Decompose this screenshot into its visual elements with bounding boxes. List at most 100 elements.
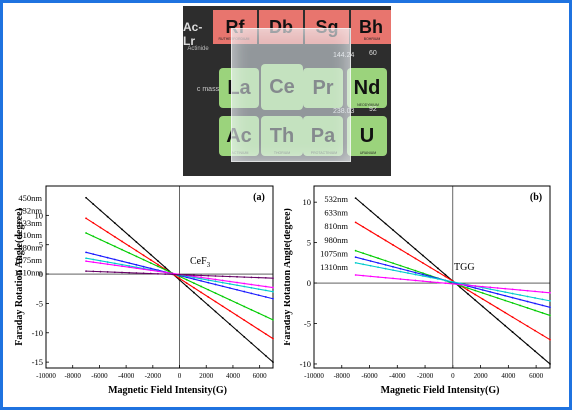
- series-point: [489, 288, 492, 291]
- series-point: [489, 302, 492, 305]
- legend-label: 810nm: [324, 221, 348, 231]
- series-point: [354, 221, 357, 224]
- series-point: [474, 293, 477, 296]
- series-point: [207, 281, 210, 284]
- x-tick-label: -8000: [334, 372, 351, 380]
- series-point: [214, 292, 217, 295]
- series-point: [399, 267, 402, 270]
- series-point: [207, 277, 210, 280]
- series-point: [207, 279, 210, 281]
- series-point: [489, 286, 492, 289]
- series-point: [128, 265, 131, 267]
- series-point: [264, 296, 267, 298]
- series-point: [362, 226, 365, 228]
- series-point: [243, 319, 246, 322]
- series-point: [519, 337, 521, 340]
- element-name-label: NEODYMIUM: [357, 103, 379, 107]
- series-point: [354, 256, 357, 259]
- series-point: [534, 350, 536, 353]
- crystal-photo: RfDbSgBhLaCePrNdAcThPaU60144.2492238.03R…: [183, 6, 391, 176]
- series-point: [541, 356, 544, 359]
- series-point: [164, 268, 167, 271]
- series-point: [459, 282, 462, 285]
- series-point: [549, 363, 551, 365]
- series-point: [135, 249, 138, 252]
- series-point: [272, 297, 274, 300]
- x-tick-label: -8000: [65, 372, 82, 380]
- series-point: [106, 256, 109, 259]
- series-point: [128, 234, 131, 237]
- series-point: [128, 245, 131, 247]
- series-point: [504, 299, 507, 302]
- series-point: [142, 258, 145, 261]
- series-point: [257, 276, 260, 279]
- series-point: [135, 263, 138, 266]
- legend-label: 1075nm: [14, 255, 42, 265]
- legend-label: 980nm: [324, 235, 348, 245]
- series-point: [496, 307, 499, 310]
- series-point: [178, 277, 181, 280]
- legend-label: 1075nm: [320, 248, 348, 258]
- legend-label: 633nm: [324, 208, 348, 218]
- series-point: [407, 267, 409, 270]
- material-label: CeF3: [190, 256, 211, 269]
- series-point: [526, 289, 529, 292]
- series-point: [85, 260, 87, 263]
- series-point: [414, 269, 417, 272]
- x-tick-label: 6000: [253, 372, 268, 380]
- series-point: [489, 294, 492, 297]
- series-point: [243, 290, 246, 293]
- series-point: [272, 318, 274, 321]
- series-point: [106, 231, 109, 234]
- material-label: TGG: [454, 262, 475, 273]
- series-point: [85, 251, 87, 254]
- series-point: [164, 266, 167, 269]
- x-tick-label: 6000: [529, 372, 544, 380]
- series-point: [228, 280, 231, 283]
- series-point: [243, 335, 246, 338]
- series-point: [106, 242, 109, 244]
- series-point: [407, 241, 409, 244]
- legend-label: 450nm: [18, 193, 42, 203]
- series-1310nm: [354, 274, 551, 294]
- x-tick-label: -10000: [36, 372, 56, 380]
- series-point: [541, 298, 544, 301]
- legend-label: 810nm: [18, 230, 42, 240]
- series-point: [221, 285, 224, 288]
- series-point: [392, 262, 394, 265]
- series-point: [466, 292, 469, 295]
- series-point: [157, 263, 159, 266]
- series-point: [250, 283, 253, 286]
- panel-label: (b): [530, 192, 542, 203]
- series-point: [207, 274, 210, 277]
- series-point: [407, 253, 409, 255]
- series-point: [369, 264, 372, 267]
- series-point: [399, 248, 402, 251]
- series-point: [185, 285, 188, 288]
- series-point: [407, 278, 409, 281]
- series-point: [142, 265, 145, 268]
- series-point: [193, 282, 195, 284]
- series-point: [519, 304, 521, 307]
- series-point: [504, 311, 507, 314]
- series-point: [392, 229, 394, 231]
- series-point: [272, 361, 274, 364]
- y-tick-label: -10: [32, 328, 43, 338]
- series-point: [519, 298, 521, 301]
- series-point: [178, 273, 181, 276]
- side-label: Ac-Lr: [183, 20, 203, 48]
- series-point: [481, 305, 484, 308]
- series-point: [534, 329, 536, 332]
- series-point: [474, 299, 477, 302]
- y-tick-label: -5: [36, 298, 43, 308]
- y-axis-label: Faraday Rotation Angle(degree): [284, 208, 293, 346]
- series-point: [384, 267, 387, 270]
- series-point: [369, 260, 372, 262]
- series-point: [113, 258, 116, 261]
- series-point: [429, 261, 432, 263]
- crystal-sample: [231, 28, 351, 162]
- series-point: [250, 342, 253, 345]
- series-point: [377, 276, 379, 278]
- series-point: [422, 275, 424, 277]
